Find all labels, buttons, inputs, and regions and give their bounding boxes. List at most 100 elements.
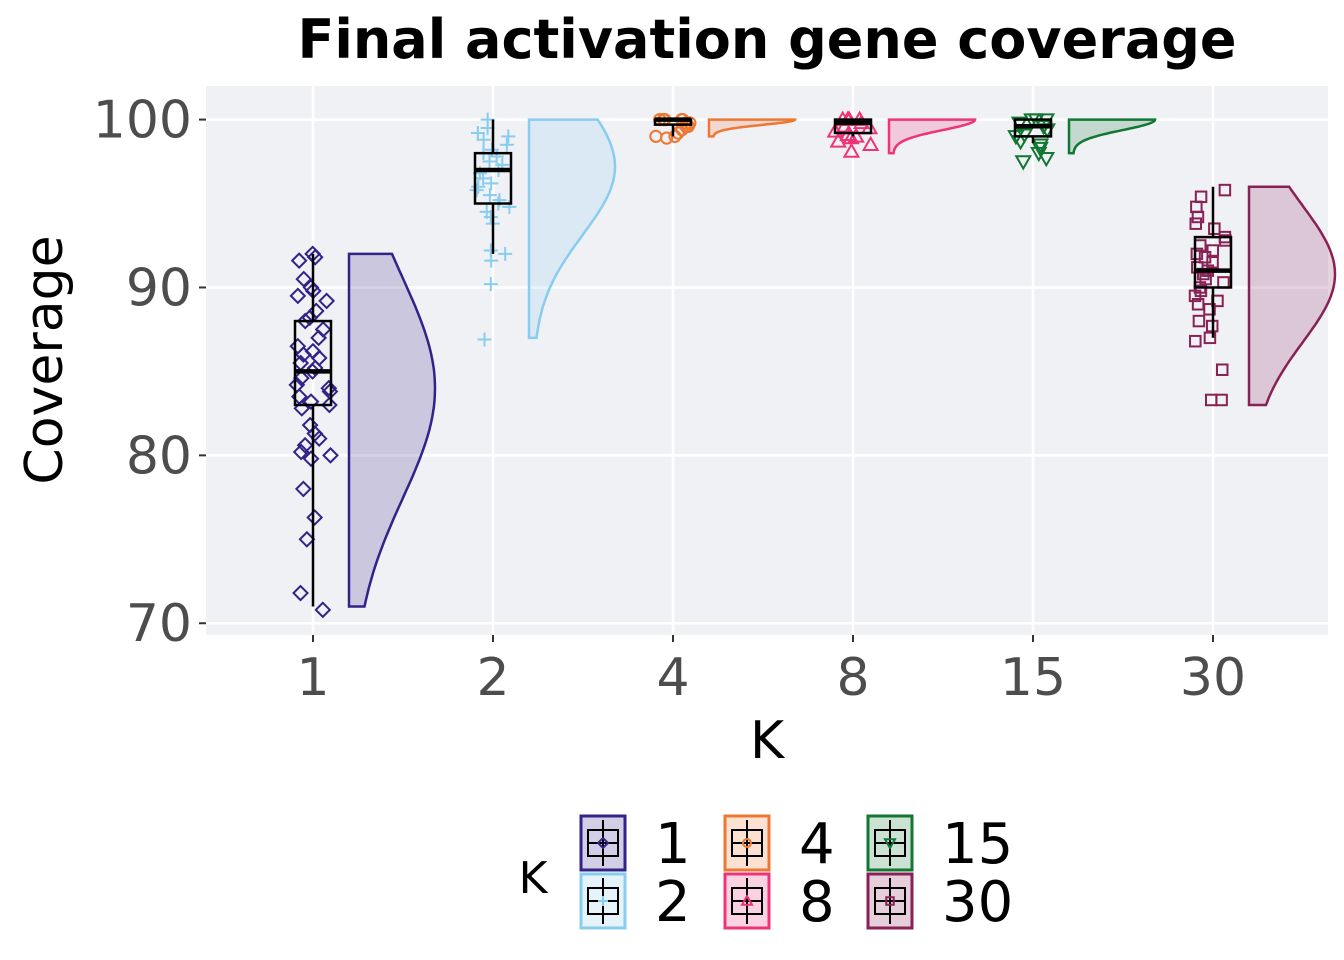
- y-tick-label: 80: [126, 426, 192, 486]
- density-1: [347, 252, 437, 608]
- legend-marker: [740, 893, 754, 906]
- data-point: [1203, 331, 1217, 345]
- y-axis-ticks: 70 80 90 100: [93, 91, 206, 654]
- legend-title: K: [519, 853, 549, 904]
- data-point: [498, 246, 513, 261]
- data-point: [1188, 289, 1202, 303]
- legend-label-4: 4: [799, 812, 835, 877]
- data-point: [314, 601, 332, 619]
- x-tick-label: 1: [296, 648, 329, 708]
- data-point: [1189, 334, 1202, 348]
- data-point: [318, 292, 336, 310]
- density-4: [707, 118, 797, 138]
- data-point: [499, 137, 514, 152]
- data-point: [294, 480, 312, 498]
- legend-label-8: 8: [799, 870, 835, 935]
- data-point: [292, 369, 310, 387]
- data-point: [476, 171, 491, 186]
- legend-label-1: 1: [655, 812, 691, 877]
- legend-key-30: 30: [866, 870, 1013, 935]
- data-point: [306, 509, 324, 526]
- plot-panel: [206, 86, 1328, 635]
- data-point: [1206, 244, 1220, 257]
- x-tick-label: 15: [1000, 648, 1066, 708]
- data-point: [1030, 146, 1048, 163]
- box-iqr: [293, 319, 333, 407]
- legend-key-4: 4: [723, 812, 835, 877]
- series-1: [288, 245, 437, 619]
- density-30: [1247, 185, 1337, 407]
- data-point: [470, 126, 485, 141]
- data-point: [304, 362, 321, 380]
- data-point: [484, 253, 499, 268]
- x-tick-label: 2: [476, 648, 509, 708]
- series-15: [1007, 113, 1157, 171]
- data-point: [295, 346, 312, 364]
- data-point: [1192, 314, 1206, 328]
- chart-marks: [288, 110, 1337, 619]
- data-point: [320, 396, 338, 414]
- data-point: [322, 446, 339, 464]
- chart-title: Final activation gene coverage: [297, 8, 1236, 71]
- data-point: [861, 135, 880, 152]
- density-2: [527, 118, 617, 340]
- data-point: [320, 379, 338, 397]
- box-iqr: [473, 151, 513, 205]
- data-point: [1215, 393, 1228, 407]
- x-axis-label: K: [750, 711, 786, 771]
- y-tick-label: 70: [126, 594, 192, 654]
- legend-key-8: 8: [723, 870, 835, 935]
- data-point: [1037, 151, 1056, 168]
- data-point: [471, 179, 486, 194]
- box-iqr: [1193, 235, 1233, 289]
- series-4: [649, 112, 797, 145]
- x-axis-ticks: 1 2 4 8 15 30: [296, 635, 1246, 708]
- data-point: [306, 248, 324, 266]
- legend-marker: [598, 896, 608, 906]
- series-8: [826, 110, 977, 158]
- legend-label-30: 30: [942, 870, 1013, 935]
- data-point: [310, 329, 328, 347]
- data-point: [482, 154, 497, 169]
- y-tick-label: 90: [126, 258, 192, 318]
- box-iqr: [833, 118, 873, 135]
- data-point: [842, 129, 860, 145]
- data-point: [483, 209, 498, 224]
- data-point: [295, 270, 313, 288]
- data-point: [302, 393, 320, 411]
- data-point: [668, 129, 682, 143]
- data-point: [829, 132, 847, 148]
- data-point: [501, 129, 516, 144]
- gridlines: [206, 86, 1328, 635]
- data-point: [1031, 138, 1050, 154]
- data-point: [489, 149, 504, 164]
- data-point: [1191, 210, 1205, 224]
- density-15: [1067, 118, 1157, 155]
- legend-marker: [883, 838, 897, 851]
- y-axis-label: Coverage: [15, 235, 75, 484]
- data-point: [1215, 363, 1229, 376]
- data-point: [1189, 217, 1203, 230]
- series-30: [1188, 183, 1337, 407]
- y-tick-label: 100: [93, 91, 192, 151]
- data-point: [1208, 222, 1221, 235]
- data-point: [476, 132, 491, 147]
- data-point: [484, 176, 499, 191]
- data-point: [826, 122, 844, 138]
- legend-key-2: 2: [579, 870, 691, 935]
- legend-marker: [885, 896, 895, 906]
- data-point: [296, 312, 314, 330]
- data-point: [483, 277, 498, 292]
- data-point: [292, 584, 309, 602]
- data-point: [469, 183, 484, 198]
- data-point: [1203, 303, 1216, 316]
- data-point: [482, 188, 497, 203]
- legend-marker: [596, 836, 610, 850]
- data-point: [477, 332, 492, 347]
- legend-key-1: 1: [579, 812, 691, 877]
- x-tick-label: 4: [656, 648, 689, 708]
- data-point: [289, 287, 307, 305]
- data-point: [296, 436, 314, 454]
